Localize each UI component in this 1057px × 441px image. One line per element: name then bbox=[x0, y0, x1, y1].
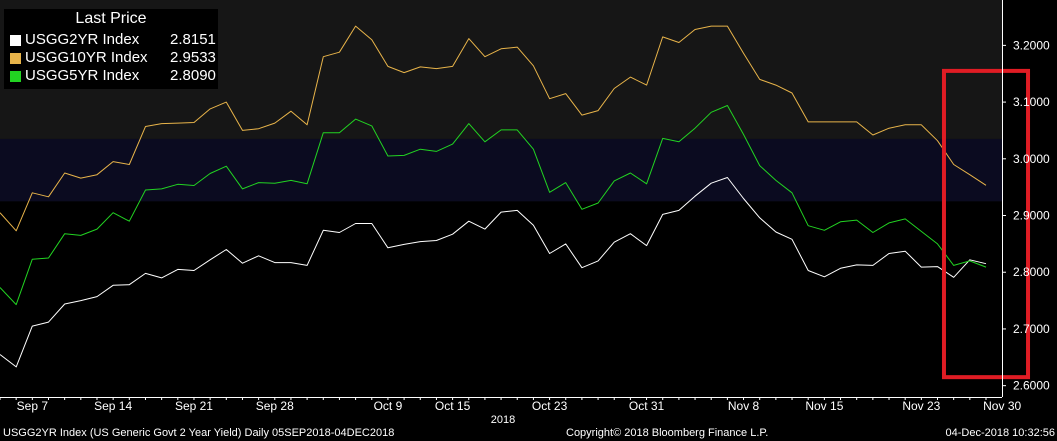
series-line-usgg2yr-index bbox=[0, 177, 987, 368]
series-line-usgg10yr-index bbox=[0, 25, 987, 232]
footer-timestamp: 04-Dec-2018 10:32:56 bbox=[945, 427, 1055, 439]
y-tick-label: 2.6000 bbox=[1013, 379, 1050, 393]
x-tick-label: Oct 9 bbox=[374, 399, 403, 413]
legend: Last Price USGG2YR Index 2.8151 USGG10YR… bbox=[4, 9, 218, 89]
x-tick-label: Nov 15 bbox=[805, 399, 843, 413]
legend-series-name: USGG5YR Index bbox=[25, 67, 140, 84]
y-tick-label: 3.2000 bbox=[1013, 38, 1050, 52]
y-tick-label: 2.8000 bbox=[1013, 265, 1050, 279]
x-tick-label: Nov 23 bbox=[902, 399, 940, 413]
y-axis: 2.6000 2.7000 2.8000 2.9000 3.0000 3.1000 3.20… bbox=[1002, 0, 1050, 397]
x-tick-label: Oct 23 bbox=[532, 399, 568, 413]
legend-series-name: USGG2YR Index bbox=[25, 31, 140, 48]
legend-series-value: 2.8090 bbox=[170, 67, 216, 84]
y-tick-label: 2.9000 bbox=[1013, 209, 1050, 223]
x-tick-label: Nov 8 bbox=[728, 399, 760, 413]
x-tick-label: Sep 7 bbox=[17, 399, 49, 413]
highlight-rectangle bbox=[941, 68, 1031, 380]
x-tick-label: Sep 14 bbox=[94, 399, 132, 413]
y-tick-label: 2.7000 bbox=[1013, 322, 1050, 336]
series-lines bbox=[0, 25, 987, 368]
x-tick-label: Oct 15 bbox=[435, 399, 471, 413]
footer-copyright: Copyright© 2018 Bloomberg Finance L.P. bbox=[566, 427, 769, 439]
x-tick-label: Sep 28 bbox=[256, 399, 294, 413]
x-tick-label: Sep 21 bbox=[175, 399, 213, 413]
highlight-box bbox=[941, 68, 1031, 380]
legend-series-value: 2.8151 bbox=[170, 31, 216, 48]
x-year-label: 2018 bbox=[491, 414, 515, 426]
series-line-usgg5yr-index bbox=[0, 105, 987, 306]
x-tick-label: Oct 31 bbox=[629, 399, 665, 413]
y-tick-label: 3.1000 bbox=[1013, 95, 1050, 109]
footer-security-description: USGG2YR Index (US Generic Govt 2 Year Yi… bbox=[3, 427, 395, 439]
x-axis: Sep 7 Sep 14 Sep 21 Sep 28 Oct 9 Oct 15 Oct 23… bbox=[0, 397, 1021, 426]
legend-swatch bbox=[10, 71, 21, 82]
x-tick-label: Nov 30 bbox=[983, 399, 1021, 413]
y-tick-label: 3.0000 bbox=[1013, 152, 1050, 166]
legend-title: Last Price bbox=[75, 10, 147, 27]
legend-swatch bbox=[10, 35, 21, 46]
legend-swatch bbox=[10, 53, 21, 64]
legend-series-name: USGG10YR Index bbox=[25, 49, 148, 66]
legend-series-value: 2.9533 bbox=[170, 49, 216, 66]
background-band bbox=[0, 138, 1002, 202]
